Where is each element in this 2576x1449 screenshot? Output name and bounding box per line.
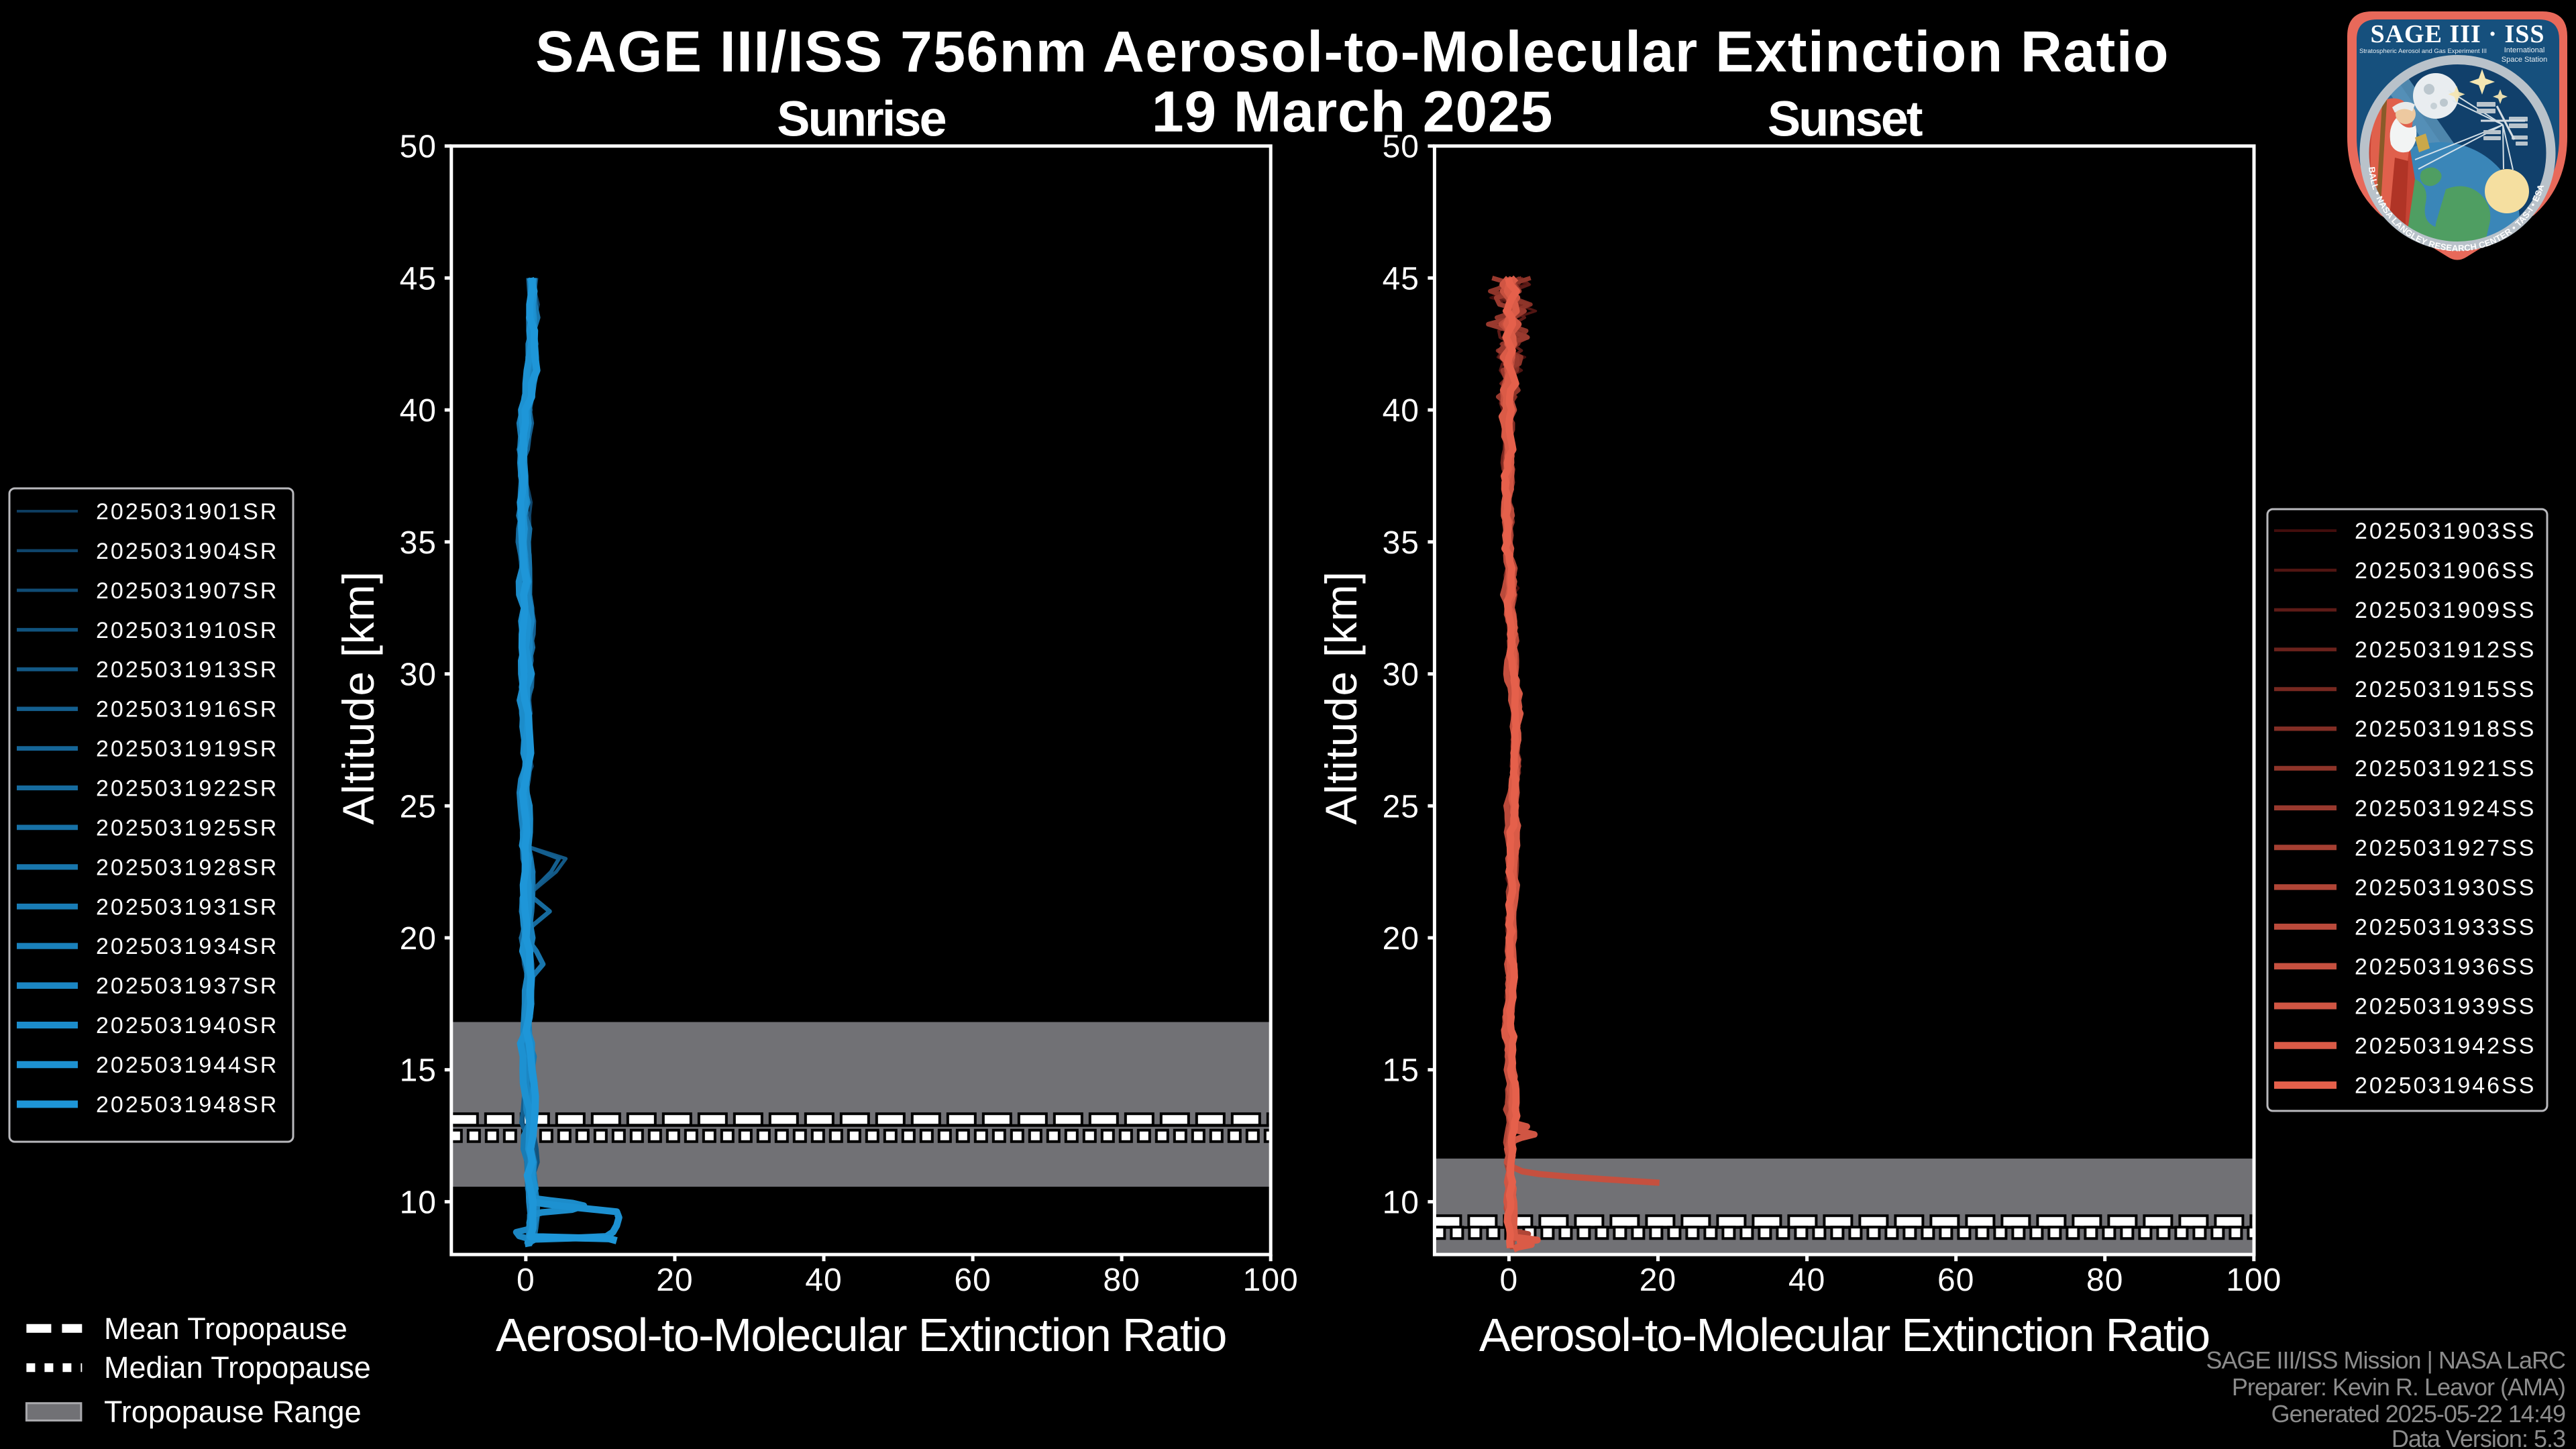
svg-text:2025031901SR: 2025031901SR: [96, 499, 278, 525]
svg-text:20: 20: [1383, 921, 1419, 957]
svg-text:Mean Tropopause: Mean Tropopause: [104, 1311, 347, 1346]
svg-text:2025031934SR: 2025031934SR: [96, 934, 278, 959]
svg-text:25: 25: [1383, 789, 1419, 824]
svg-text:Aerosol-to-Molecular Extinctio: Aerosol-to-Molecular Extinction Ratio: [496, 1309, 1226, 1361]
svg-text:15: 15: [400, 1053, 437, 1089]
svg-text:20: 20: [400, 921, 437, 957]
svg-text:Median Tropopause: Median Tropopause: [104, 1350, 371, 1385]
svg-text:International: International: [2504, 46, 2545, 54]
svg-text:2025031907SR: 2025031907SR: [96, 578, 278, 604]
svg-text:SAGE III/ISS 756nm Aerosol-to-: SAGE III/ISS 756nm Aerosol-to-Molecular …: [535, 20, 2169, 85]
svg-text:50: 50: [400, 129, 437, 165]
svg-text:SAGE III/ISS Mission | NASA La: SAGE III/ISS Mission | NASA LaRC: [2206, 1346, 2565, 1374]
svg-text:0: 0: [517, 1263, 535, 1298]
svg-text:40: 40: [1383, 393, 1419, 429]
svg-text:80: 80: [1103, 1263, 1140, 1298]
svg-text:2025031924SS: 2025031924SS: [2355, 796, 2536, 821]
svg-text:2025031915SS: 2025031915SS: [2355, 677, 2536, 702]
svg-text:45: 45: [1383, 261, 1419, 297]
svg-text:2025031903SS: 2025031903SS: [2355, 519, 2536, 544]
svg-text:35: 35: [400, 525, 437, 561]
svg-text:2025031933SS: 2025031933SS: [2355, 914, 2536, 940]
svg-text:2025031942SS: 2025031942SS: [2355, 1034, 2536, 1059]
svg-text:2025031944SR: 2025031944SR: [96, 1053, 278, 1078]
svg-text:45: 45: [400, 261, 437, 297]
svg-text:30: 30: [1383, 657, 1419, 693]
svg-text:2025031936SS: 2025031936SS: [2355, 954, 2536, 979]
svg-text:80: 80: [2086, 1263, 2123, 1298]
svg-text:Space Station: Space Station: [2502, 56, 2548, 64]
svg-text:50: 50: [1383, 129, 1419, 165]
svg-text:100: 100: [1243, 1263, 1299, 1298]
svg-text:25: 25: [400, 789, 437, 824]
svg-text:19 March 2025: 19 March 2025: [1152, 80, 1553, 144]
svg-text:2025031918SS: 2025031918SS: [2355, 716, 2536, 742]
svg-text:Data Version: 5.3: Data Version: 5.3: [2392, 1425, 2565, 1449]
svg-text:2025031930SS: 2025031930SS: [2355, 875, 2536, 900]
svg-text:40: 40: [1788, 1263, 1825, 1298]
svg-text:2025031916SR: 2025031916SR: [96, 697, 278, 722]
svg-text:2025031937SR: 2025031937SR: [96, 973, 278, 999]
svg-text:2025031948SR: 2025031948SR: [96, 1092, 278, 1118]
svg-text:60: 60: [954, 1263, 991, 1298]
svg-text:Preparer: Kevin R. Leavor (AMA: Preparer: Kevin R. Leavor (AMA): [2232, 1373, 2565, 1401]
svg-text:0: 0: [1500, 1263, 1519, 1298]
svg-text:Altitude [km]: Altitude [km]: [333, 571, 383, 825]
svg-text:10: 10: [1383, 1185, 1419, 1220]
svg-text:40: 40: [805, 1263, 842, 1298]
svg-text:40: 40: [400, 393, 437, 429]
svg-text:Sunrise: Sunrise: [777, 91, 945, 146]
svg-text:2025031910SR: 2025031910SR: [96, 618, 278, 643]
svg-text:Generated 2025-05-22 14:49: Generated 2025-05-22 14:49: [2271, 1400, 2565, 1428]
svg-text:2025031922SR: 2025031922SR: [96, 776, 278, 802]
svg-text:2025031940SR: 2025031940SR: [96, 1013, 278, 1038]
svg-text:2025031912SS: 2025031912SS: [2355, 637, 2536, 663]
svg-text:Tropopause Range: Tropopause Range: [104, 1395, 362, 1429]
svg-text:10: 10: [400, 1185, 437, 1220]
svg-text:20: 20: [656, 1263, 693, 1298]
svg-text:2025031931SR: 2025031931SR: [96, 894, 278, 920]
svg-text:35: 35: [1383, 525, 1419, 561]
svg-text:60: 60: [1937, 1263, 1974, 1298]
svg-text:Stratospheric Aerosol and Gas: Stratospheric Aerosol and Gas Experiment…: [2359, 48, 2487, 55]
svg-text:2025031909SS: 2025031909SS: [2355, 598, 2536, 623]
svg-text:Sunset: Sunset: [1768, 91, 1923, 146]
svg-text:2025031939SS: 2025031939SS: [2355, 994, 2536, 1020]
svg-text:2025031927SS: 2025031927SS: [2355, 835, 2536, 861]
svg-text:2025031906SS: 2025031906SS: [2355, 558, 2536, 584]
svg-text:100: 100: [2226, 1263, 2282, 1298]
svg-text:2025031946SS: 2025031946SS: [2355, 1073, 2536, 1099]
svg-text:2025031928SR: 2025031928SR: [96, 855, 278, 880]
svg-text:2025031919SR: 2025031919SR: [96, 737, 278, 762]
svg-text:Aerosol-to-Molecular Extinctio: Aerosol-to-Molecular Extinction Ratio: [1479, 1309, 2210, 1361]
svg-text:20: 20: [1640, 1263, 1676, 1298]
svg-text:2025031904SR: 2025031904SR: [96, 539, 278, 564]
svg-text:2025031921SS: 2025031921SS: [2355, 756, 2536, 782]
svg-text:2025031925SR: 2025031925SR: [96, 815, 278, 841]
svg-text:2025031913SR: 2025031913SR: [96, 657, 278, 683]
svg-text:30: 30: [400, 657, 437, 693]
svg-text:Altitude [km]: Altitude [km]: [1316, 571, 1366, 825]
svg-text:SAGE III · ISS: SAGE III · ISS: [2370, 20, 2544, 48]
svg-text:15: 15: [1383, 1053, 1419, 1089]
